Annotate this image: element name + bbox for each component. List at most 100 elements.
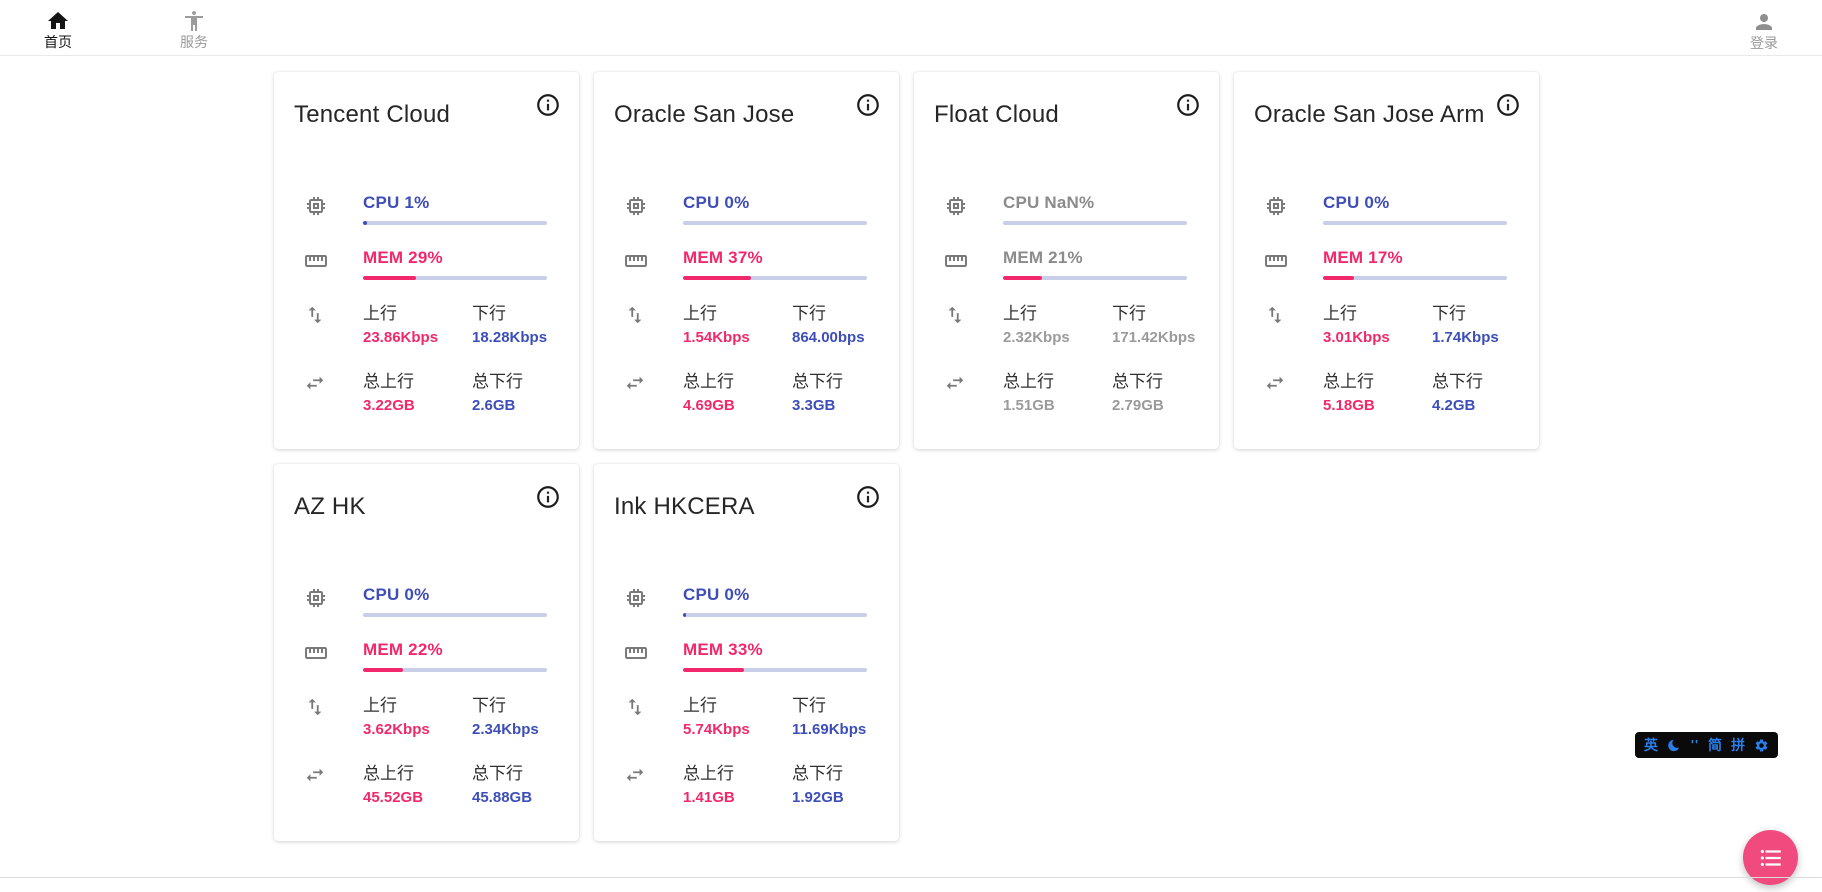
cpu-progress-bar <box>363 613 547 617</box>
cpu-progress-bar <box>683 221 867 225</box>
moon-icon[interactable] <box>1667 737 1682 753</box>
download-speed: 1.74Kbps <box>1432 329 1499 346</box>
leftright-arrows-icon <box>304 371 330 415</box>
total-download-value: 4.2GB <box>1432 397 1476 414</box>
upload-speed: 5.74Kbps <box>683 721 750 738</box>
download-label: 下行 <box>472 304 506 323</box>
card-header: Oracle San Jose <box>594 72 899 129</box>
card-header: Ink HKCERA <box>594 464 899 521</box>
leftright-arrows-icon <box>624 371 650 415</box>
total-download-label: 总下行 <box>472 764 523 783</box>
upload-label: 上行 <box>683 696 717 715</box>
cpu-chip-icon <box>1264 193 1290 225</box>
mem-usage-text: MEM 22% <box>363 640 443 659</box>
upload-label: 上行 <box>683 304 717 323</box>
footer-divider <box>0 877 1822 878</box>
cpu-usage-text: CPU 1% <box>363 193 430 212</box>
gear-icon[interactable] <box>1754 738 1769 753</box>
card-header: Oracle San Jose Arm <box>1234 72 1539 129</box>
total-traffic-row: 总上行 5.18GB 总下行 4.2GB <box>1264 371 1507 415</box>
info-icon[interactable] <box>855 484 881 510</box>
leftright-arrows-icon <box>944 371 970 415</box>
total-download-label: 总下行 <box>1112 372 1163 391</box>
mem-progress-fill <box>683 276 752 280</box>
updown-arrows-icon <box>304 695 330 739</box>
mem-progress-fill <box>1003 276 1042 280</box>
mem-usage-text: MEM 33% <box>683 640 763 659</box>
server-name: Ink HKCERA <box>614 493 755 520</box>
total-download-value: 3.3GB <box>792 397 836 414</box>
server-name: Oracle San Jose <box>614 101 795 128</box>
nav-item-home[interactable]: 首页 <box>30 4 86 54</box>
cpu-usage-text: CPU 0% <box>683 193 750 212</box>
total-upload-value: 1.41GB <box>683 789 735 806</box>
server-card: AZ HK CPU 0% <box>274 464 579 841</box>
ime-simplified-toggle[interactable]: 简 <box>1708 737 1723 753</box>
server-list-fab[interactable] <box>1743 830 1798 885</box>
mem-usage-text: MEM 37% <box>683 248 763 267</box>
home-icon <box>46 7 70 33</box>
cpu-progress-fill <box>363 221 367 225</box>
ime-language-toggle[interactable]: 英 <box>1644 737 1658 753</box>
updown-arrows-icon <box>1264 303 1290 347</box>
mem-progress-bar <box>683 276 867 280</box>
server-name: Oracle San Jose Arm <box>1254 101 1485 128</box>
updown-arrows-icon <box>944 303 970 347</box>
info-icon[interactable] <box>1495 92 1521 118</box>
cpu-progress-fill <box>683 613 686 617</box>
download-label: 下行 <box>792 696 826 715</box>
total-upload-label: 总上行 <box>683 372 734 391</box>
download-speed: 18.28Kbps <box>472 329 548 346</box>
download-label: 下行 <box>1112 304 1146 323</box>
total-download-label: 总下行 <box>472 372 523 391</box>
card-stats: CPU 1% MEM 29% <box>274 193 579 415</box>
download-speed: 11.69Kbps <box>792 721 867 738</box>
total-download-label: 总下行 <box>792 372 843 391</box>
total-upload-value: 4.69GB <box>683 397 735 414</box>
card-header: Float Cloud <box>914 72 1219 129</box>
ime-toolbar: 英 '' 简 拼 <box>1635 732 1778 758</box>
total-upload-value: 3.22GB <box>363 397 415 414</box>
cpu-row: CPU 0% <box>304 585 547 617</box>
card-stats: CPU 0% MEM 22% <box>274 585 579 807</box>
info-icon[interactable] <box>1175 92 1201 118</box>
cpu-progress-bar <box>1003 221 1187 225</box>
memory-ruler-icon <box>1264 248 1290 280</box>
server-card: Oracle San Jose Arm CPU 0% <box>1234 72 1539 449</box>
cpu-row: CPU 0% <box>1264 193 1507 225</box>
total-upload-label: 总上行 <box>1323 372 1374 391</box>
network-speed-row: 上行 3.62Kbps 下行 2.34Kbps <box>304 695 547 739</box>
info-icon[interactable] <box>535 92 561 118</box>
ime-pinyin-toggle[interactable]: 拼 <box>1731 737 1745 753</box>
download-label: 下行 <box>1432 304 1466 323</box>
total-upload-value: 1.51GB <box>1003 397 1055 414</box>
cpu-chip-icon <box>944 193 970 225</box>
total-download-value: 45.88GB <box>472 789 533 806</box>
info-icon[interactable] <box>535 484 561 510</box>
ime-punctuation-toggle[interactable]: '' <box>1690 737 1700 752</box>
total-upload-label: 总上行 <box>1003 372 1054 391</box>
cpu-row: CPU 1% <box>304 193 547 225</box>
server-name: Tencent Cloud <box>294 101 451 128</box>
info-icon[interactable] <box>855 92 881 118</box>
total-traffic-row: 总上行 1.51GB 总下行 2.79GB <box>944 371 1187 415</box>
server-card: Ink HKCERA CPU 0% <box>594 464 899 841</box>
cpu-usage-text: CPU 0% <box>363 585 430 604</box>
leftright-arrows-icon <box>304 763 330 807</box>
cpu-chip-icon <box>624 193 650 225</box>
upload-label: 上行 <box>363 304 397 323</box>
network-speed-row: 上行 3.01Kbps 下行 1.74Kbps <box>1264 303 1507 347</box>
memory-ruler-icon <box>304 248 330 280</box>
memory-ruler-icon <box>304 640 330 672</box>
cpu-usage-text: CPU 0% <box>683 585 750 604</box>
nav-item-services[interactable]: 服务 <box>166 4 222 54</box>
person-icon <box>1752 8 1776 34</box>
card-stats: CPU 0% MEM 37% <box>594 193 899 415</box>
upload-label: 上行 <box>1003 304 1037 323</box>
server-name: AZ HK <box>294 493 366 520</box>
total-traffic-row: 总上行 45.52GB 总下行 45.88GB <box>304 763 547 807</box>
nav-login-label: 登录 <box>1750 34 1778 51</box>
nav-item-login[interactable]: 登录 <box>1736 4 1792 54</box>
cpu-row: CPU 0% <box>624 193 867 225</box>
mem-row: MEM 22% <box>304 640 547 672</box>
